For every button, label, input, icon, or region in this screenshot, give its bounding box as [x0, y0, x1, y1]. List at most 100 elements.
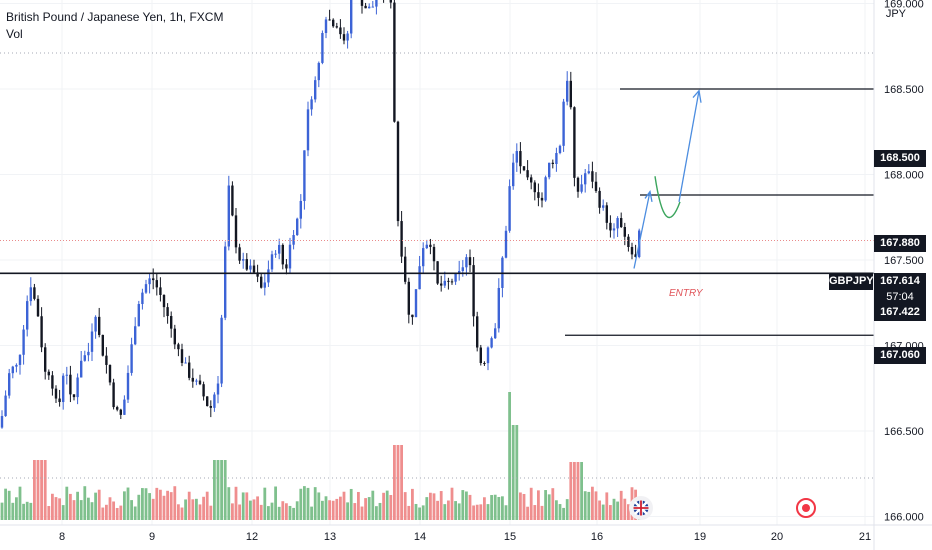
- candle: [288, 244, 292, 269]
- volume-bar: [465, 491, 468, 520]
- arrowhead-1: [644, 190, 653, 202]
- candle: [238, 247, 241, 261]
- volume-bar: [317, 492, 321, 520]
- volume-bar: [508, 392, 511, 520]
- candle: [627, 236, 630, 248]
- volume-bar: [18, 486, 22, 520]
- candle: [544, 177, 547, 201]
- candle: [173, 328, 176, 345]
- y-tick-label: 166.500: [884, 426, 924, 438]
- candle: [83, 355, 86, 361]
- candle: [152, 278, 155, 281]
- candle: [162, 294, 166, 308]
- candle: [274, 253, 277, 255]
- chart-title: British Pound / Japanese Yen, 1h, FXCM: [6, 10, 224, 24]
- candle: [87, 351, 90, 356]
- candle: [360, 0, 364, 6]
- level-tag-168500: 168.500: [874, 150, 926, 167]
- candle: [148, 278, 151, 285]
- volume-bar: [15, 497, 18, 520]
- volume-bar: [580, 462, 583, 520]
- volume-bar: [342, 491, 346, 520]
- candle: [188, 362, 191, 378]
- candle: [504, 230, 508, 258]
- volume-bar: [569, 462, 573, 520]
- volume-bar: [40, 460, 43, 520]
- volume-bar: [0, 502, 4, 520]
- candle: [332, 19, 335, 27]
- candle: [227, 185, 230, 247]
- candle: [519, 151, 522, 167]
- volume-bar: [76, 491, 79, 520]
- volume-bar: [627, 504, 630, 520]
- candle: [522, 166, 526, 171]
- candle: [15, 364, 18, 367]
- level-tag-167880: 167.880: [874, 235, 926, 252]
- candle: [155, 280, 158, 288]
- volume-bar: [378, 502, 382, 520]
- volume-bar: [432, 493, 436, 520]
- volume-bar: [123, 491, 126, 520]
- x-tick-label: 13: [324, 531, 336, 543]
- candle: [249, 265, 252, 270]
- candle: [306, 109, 310, 151]
- volume-bar: [544, 490, 547, 520]
- volume-bar: [252, 499, 256, 520]
- candle: [65, 374, 68, 376]
- candle: [411, 314, 414, 318]
- candle: [321, 33, 324, 63]
- candle: [69, 374, 72, 395]
- candle: [418, 266, 421, 290]
- volume-bar: [130, 500, 133, 520]
- volume-bar: [105, 504, 108, 520]
- volume-bar: [522, 493, 526, 520]
- candle: [396, 121, 400, 222]
- volume-bar: [443, 504, 447, 520]
- volume-bar: [385, 490, 389, 520]
- volume-bar: [601, 504, 605, 520]
- volume-bar: [43, 460, 47, 520]
- y-tick-label: 167.500: [884, 255, 924, 267]
- volume-bar: [97, 489, 101, 520]
- candle: [252, 265, 256, 273]
- alert-icon[interactable]: [796, 498, 816, 518]
- candle: [195, 380, 198, 382]
- time-axis: 8 9 12 13 14 15 16 19 20 21: [59, 531, 871, 543]
- volume-bar: [472, 505, 475, 520]
- volume-bar: [36, 460, 40, 520]
- volume-bar: [310, 506, 313, 520]
- volume-bar: [61, 505, 65, 520]
- volume-bar: [396, 445, 400, 520]
- volume-bar: [65, 486, 69, 520]
- bar-countdown: 57:04: [886, 291, 914, 303]
- volume-bar: [166, 490, 169, 520]
- candle: [285, 264, 288, 269]
- candle: [26, 301, 29, 330]
- volume-bar: [335, 498, 339, 520]
- volume-bar: [403, 492, 407, 520]
- flag-icon[interactable]: [629, 496, 653, 520]
- volume-bar: [421, 505, 425, 520]
- volume-bar: [331, 500, 335, 520]
- volume-bar: [414, 503, 418, 520]
- candle: [490, 338, 493, 348]
- candle: [432, 246, 436, 262]
- candle: [256, 272, 259, 277]
- candle: [350, 0, 353, 34]
- volume-bar: [33, 460, 36, 520]
- x-tick-label: 15: [504, 531, 516, 543]
- volume-bar: [79, 500, 83, 520]
- candle: [580, 184, 583, 192]
- candle: [371, 6, 374, 8]
- candle: [551, 162, 554, 164]
- candle: [346, 33, 349, 41]
- candle: [94, 316, 97, 332]
- volume-bar: [418, 507, 421, 520]
- volume-bar: [141, 488, 144, 520]
- volume-indicator-label[interactable]: Vol: [6, 27, 23, 41]
- volume-bar: [195, 498, 198, 520]
- candle: [537, 192, 540, 198]
- candles: [0, 0, 641, 429]
- candle: [314, 80, 317, 100]
